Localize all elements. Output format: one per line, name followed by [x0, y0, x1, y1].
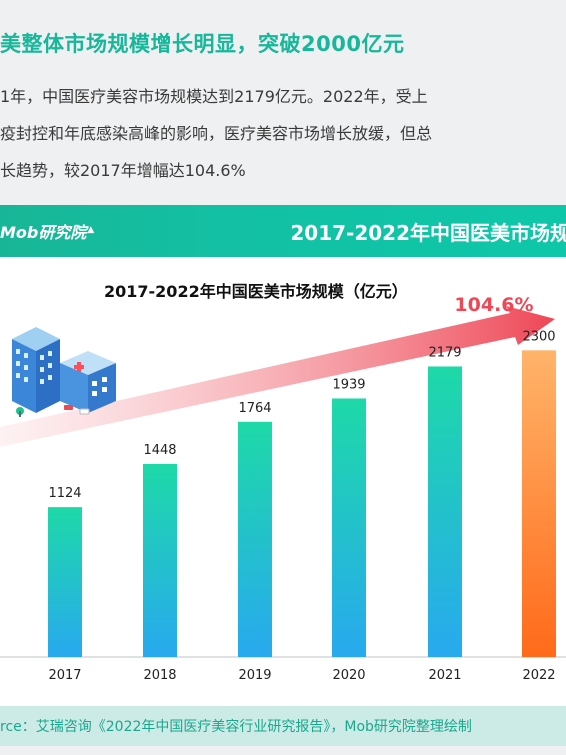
paragraph-line: 1年，中国医疗美容市场规模达到2179亿元。2022年，受上 [0, 87, 428, 106]
growth-arrow [0, 306, 555, 447]
x-tick-label: 2021 [428, 668, 461, 683]
brand-logo: Mob研究院▲ [0, 219, 94, 243]
bar-2021 [428, 366, 462, 657]
chart-title: 2017-2022年中国医美市场规模（亿元） [104, 282, 408, 301]
growth-label: 104.6% [454, 294, 533, 316]
chart-panel: Mob研究院▲ 2017-2022年中国医美市场规 104.6% 1124 201… [0, 205, 566, 725]
paragraph-line: 疫封控和年底感染高峰的影响，医疗美容市场增长放缓，但总 [0, 124, 433, 143]
bar-2017 [48, 507, 82, 657]
bar-value-label: 2300 [522, 329, 555, 344]
source-note: rce：艾瑞咨询《2022年中国医疗美容行业研究报告》，Mob研究院整理绘制 [0, 706, 566, 746]
paragraph-line: 长趋势，较2017年增幅达104.6% [0, 161, 246, 180]
banner-title: 2017-2022年中国医美市场规 [290, 221, 566, 245]
intro-paragraph: 1年，中国医疗美容市场规模达到2179亿元。2022年，受上 疫封控和年底感染高… [0, 78, 566, 189]
x-tick-label: 2019 [238, 668, 271, 683]
x-tick-label: 2020 [332, 668, 365, 683]
bar-value-label: 2179 [428, 345, 461, 360]
bar-chart: 104.6% 1124 2017 1448 2018 1764 2019 1939 2020 2… [0, 294, 566, 683]
chart-banner: Mob研究院▲ 2017-2022年中国医美市场规 [0, 205, 566, 257]
bar-value-label: 1939 [332, 377, 365, 392]
bar-2020 [332, 398, 366, 657]
brand-name: Mob研究院 [0, 223, 87, 242]
x-tick-label: 2018 [143, 668, 176, 683]
source-text: rce：艾瑞咨询《2022年中国医疗美容行业研究报告》，Mob研究院整理绘制 [0, 719, 472, 735]
hospital-illustration [12, 327, 116, 417]
x-tick-label: 2017 [48, 668, 81, 683]
bars-group: 1124 2017 1448 2018 1764 2019 1939 2020 2179 2021… [48, 329, 556, 683]
bar-value-label: 1764 [238, 401, 271, 416]
bar-2019 [238, 421, 272, 657]
bar-value-label: 1124 [48, 486, 81, 501]
headline: 美整体市场规模增长明显，突破2000亿元 [0, 32, 405, 56]
graduation-cap-icon: ▲ [87, 224, 95, 235]
bar-value-label: 1448 [143, 443, 176, 458]
bar-2018 [143, 463, 177, 657]
bar-2022 [522, 350, 556, 657]
x-tick-label: 2022 [522, 668, 555, 683]
